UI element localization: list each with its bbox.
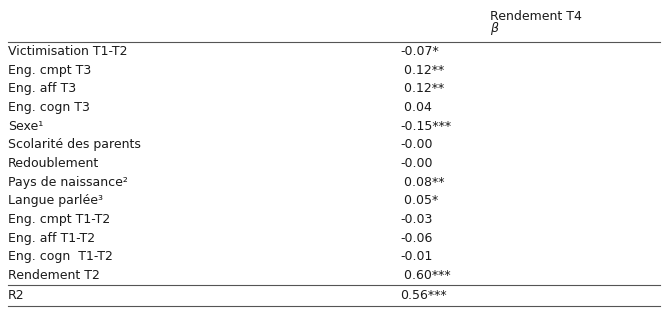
Text: Pays de naissance²: Pays de naissance² bbox=[8, 176, 128, 189]
Text: -0.07*: -0.07* bbox=[400, 45, 439, 58]
Text: 0.12**: 0.12** bbox=[400, 82, 444, 95]
Text: Eng. aff T3: Eng. aff T3 bbox=[8, 82, 76, 95]
Text: Eng. cmpt T3: Eng. cmpt T3 bbox=[8, 63, 91, 76]
Text: Eng. aff T1-T2: Eng. aff T1-T2 bbox=[8, 232, 95, 245]
Text: Redoublement: Redoublement bbox=[8, 157, 99, 170]
Text: -0.00: -0.00 bbox=[400, 138, 432, 151]
Text: Rendement T4: Rendement T4 bbox=[490, 10, 582, 23]
Text: Rendement T2: Rendement T2 bbox=[8, 269, 100, 282]
Text: -0.15***: -0.15*** bbox=[400, 120, 451, 133]
Text: Victimisation T1-T2: Victimisation T1-T2 bbox=[8, 45, 127, 58]
Text: -0.03: -0.03 bbox=[400, 213, 432, 226]
Text: Eng. cogn  T1-T2: Eng. cogn T1-T2 bbox=[8, 250, 113, 263]
Text: 0.56***: 0.56*** bbox=[400, 289, 447, 302]
Text: -0.00: -0.00 bbox=[400, 157, 432, 170]
Text: 0.08**: 0.08** bbox=[400, 176, 444, 189]
Text: -0.01: -0.01 bbox=[400, 250, 432, 263]
Text: Sexe¹: Sexe¹ bbox=[8, 120, 43, 133]
Text: Langue parlée³: Langue parlée³ bbox=[8, 194, 103, 207]
Text: β: β bbox=[490, 22, 498, 35]
Text: 0.04: 0.04 bbox=[400, 101, 432, 114]
Text: Eng. cmpt T1-T2: Eng. cmpt T1-T2 bbox=[8, 213, 111, 226]
Text: 0.12**: 0.12** bbox=[400, 63, 444, 76]
Text: 0.60***: 0.60*** bbox=[400, 269, 451, 282]
Text: R2: R2 bbox=[8, 289, 25, 302]
Text: -0.06: -0.06 bbox=[400, 232, 432, 245]
Text: Eng. cogn T3: Eng. cogn T3 bbox=[8, 101, 90, 114]
Text: Scolarité des parents: Scolarité des parents bbox=[8, 138, 141, 151]
Text: 0.05*: 0.05* bbox=[400, 194, 438, 207]
